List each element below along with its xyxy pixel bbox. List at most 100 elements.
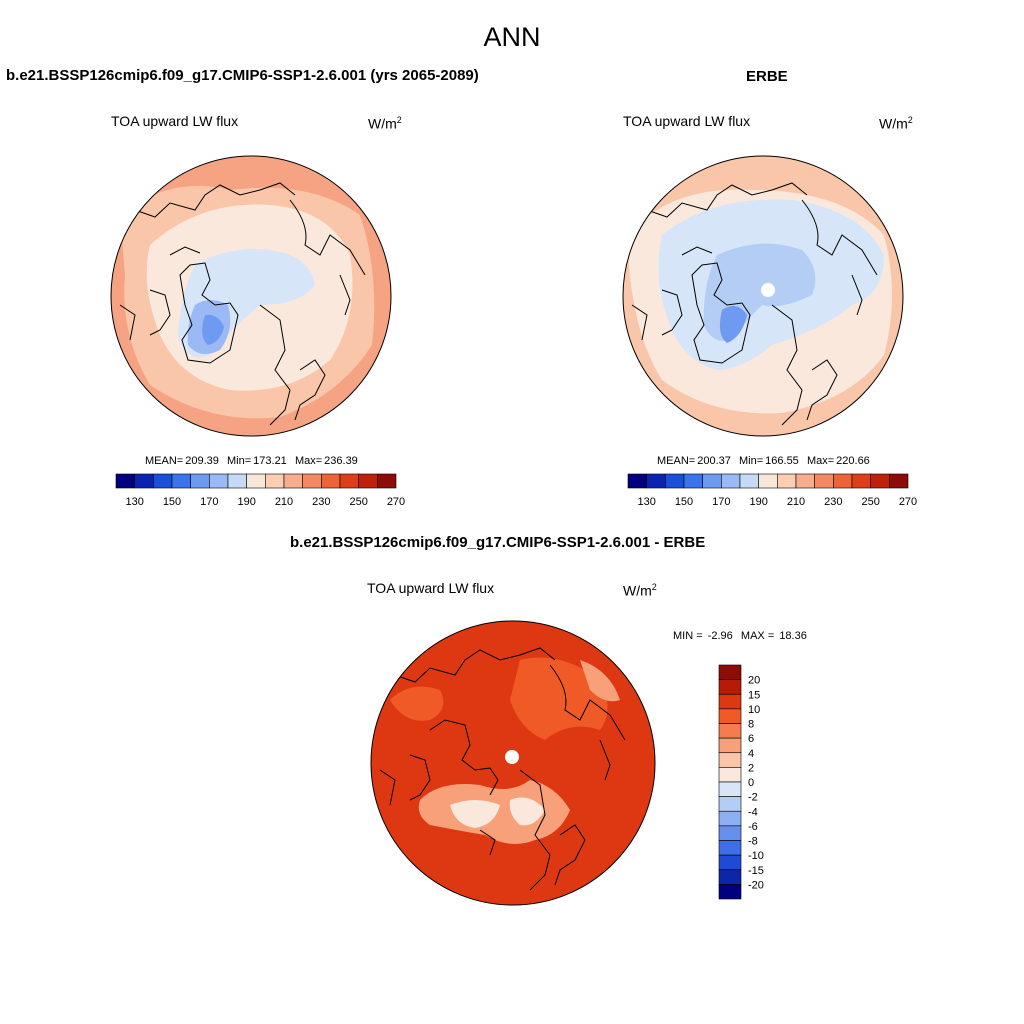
obs-colorbar-box <box>870 473 890 489</box>
diff-colorbar-label: -15 <box>748 865 764 877</box>
obs-colorbar: 130 150 170 190 210 230 250 270 <box>627 473 917 508</box>
model-panel-title: b.e21.BSSP126cmip6.f09_g17.CMIP6-SSP1-2.… <box>6 67 479 84</box>
contour-region <box>390 686 444 721</box>
diff-colorbar-label: 20 <box>748 675 760 687</box>
diff-colorbar-label: 6 <box>748 733 754 745</box>
diff-colorbar-label: 15 <box>748 689 760 701</box>
obs-colorbar-box <box>777 473 797 489</box>
contour-region <box>450 800 500 828</box>
model-colorbar-label: 170 <box>200 496 218 508</box>
obs-polar-map <box>622 155 904 437</box>
obs-stats: MEAN= 200.37 Min= 166.55 Max= 220.66 <box>657 455 870 467</box>
diff-colorbar-box <box>718 708 742 724</box>
model-colorbar-box <box>227 473 247 489</box>
obs-colorbar-box <box>646 473 666 489</box>
obs-colorbar-box <box>758 473 778 489</box>
diff-colorbar-box <box>718 752 742 768</box>
model-colorbar-box <box>209 473 229 489</box>
diff-colorbar-box <box>718 869 742 885</box>
diff-colorbar-box <box>718 679 742 695</box>
model-colorbar-box <box>153 473 173 489</box>
obs-colorbar-box <box>814 473 834 489</box>
obs-colorbar-box <box>851 473 871 489</box>
diff-colorbar-box <box>718 767 742 783</box>
diff-colorbar-box <box>718 796 742 812</box>
obs-panel-title: ERBE <box>746 68 788 85</box>
model-colorbar-box <box>115 473 135 489</box>
obs-colorbar-box <box>627 473 647 489</box>
model-colorbar-box <box>265 473 285 489</box>
diff-colorbar-box <box>718 884 742 900</box>
contour-region <box>510 657 608 740</box>
obs-colorbar-box <box>665 473 685 489</box>
model-variable-label: TOA upward LW flux <box>111 113 239 129</box>
contour-region <box>719 306 747 343</box>
obs-colorbar-label: 170 <box>712 496 730 508</box>
model-colorbar-box <box>302 473 322 489</box>
obs-colorbar-box <box>795 473 815 489</box>
contour-region <box>580 660 620 702</box>
diff-colorbar-box <box>718 810 742 827</box>
diff-polar-map <box>370 620 656 906</box>
diff-colorbar-label: 4 <box>748 748 754 760</box>
diff-colorbar-box <box>718 854 742 871</box>
diff-colorbar-label: -2 <box>748 792 758 804</box>
diff-panel-title: b.e21.BSSP126cmip6.f09_g17.CMIP6-SSP1-2.… <box>290 534 706 551</box>
model-colorbar-label: 270 <box>387 496 405 508</box>
diff-colorbar-box <box>718 723 742 739</box>
model-colorbar-box <box>377 473 397 489</box>
model-colorbar-label: 150 <box>163 496 181 508</box>
main-title: ANN <box>483 22 541 52</box>
contour-region <box>509 797 545 826</box>
obs-colorbar-label: 270 <box>899 496 917 508</box>
obs-colorbar-box <box>721 473 741 489</box>
model-units-label: W/m2 <box>368 115 402 132</box>
diff-colorbar-label: -20 <box>748 879 764 891</box>
model-colorbar-box <box>283 473 303 489</box>
diff-colorbar-box <box>718 737 742 754</box>
diff-colorbar-label: 0 <box>748 777 754 789</box>
obs-colorbar-label: 190 <box>749 496 767 508</box>
model-colorbar-label: 130 <box>125 496 143 508</box>
obs-variable-label: TOA upward LW flux <box>623 113 751 129</box>
obs-colorbar-box <box>889 473 909 489</box>
diff-colorbar-label: -4 <box>748 806 758 818</box>
model-colorbar: 130 150 170 190 210 230 250 270 <box>115 473 405 508</box>
contour-region <box>202 314 224 345</box>
model-colorbar-label: 210 <box>275 496 293 508</box>
diff-colorbar-label: -10 <box>748 850 764 862</box>
model-colorbar-box <box>171 473 191 489</box>
obs-colorbar-box <box>833 473 853 489</box>
diff-colorbar-box <box>718 693 742 710</box>
obs-colorbar-box <box>739 473 759 489</box>
obs-colorbar-label: 250 <box>861 496 879 508</box>
model-stats: MEAN= 209.39 Min= 173.21 Max= 236.39 <box>145 455 358 467</box>
model-polar-map <box>110 155 392 437</box>
model-colorbar-box <box>190 473 210 489</box>
model-colorbar-box <box>246 473 266 489</box>
model-colorbar-box <box>358 473 378 489</box>
model-colorbar-box <box>321 473 341 489</box>
obs-colorbar-box <box>683 473 703 489</box>
obs-colorbar-label: 210 <box>787 496 805 508</box>
diff-colorbar-label: 2 <box>748 762 754 774</box>
diff-stats: MIN = -2.96 MAX = 18.36 <box>673 630 807 642</box>
obs-colorbar-label: 130 <box>637 496 655 508</box>
obs-colorbar-label: 230 <box>824 496 842 508</box>
model-colorbar-box <box>339 473 359 489</box>
diff-colorbar-label: 8 <box>748 719 754 731</box>
diff-colorbar-label: 10 <box>748 704 760 716</box>
model-colorbar-label: 250 <box>349 496 367 508</box>
diff-colorbar-box <box>718 664 742 680</box>
diff-colorbar-label: -6 <box>748 821 758 833</box>
diff-variable-label: TOA upward LW flux <box>367 580 495 596</box>
diff-colorbar-box <box>718 840 742 856</box>
diff-units-label: W/m2 <box>623 582 657 599</box>
obs-units-label: W/m2 <box>879 115 913 132</box>
diff-colorbar-box <box>718 825 742 841</box>
obs-colorbar-box <box>702 473 722 489</box>
model-colorbar-label: 190 <box>237 496 255 508</box>
diff-colorbar-box <box>718 781 742 797</box>
diff-colorbar-label: -8 <box>748 836 758 848</box>
